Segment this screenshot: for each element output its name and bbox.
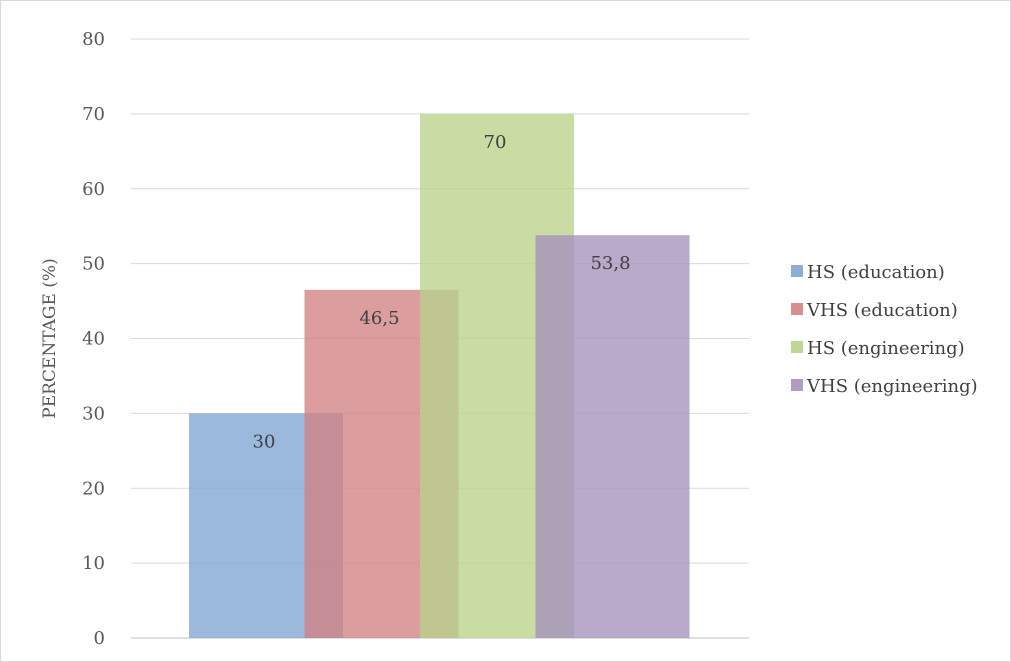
y-tick-label: 70 <box>82 104 105 125</box>
legend-label: HS (engineering) <box>807 338 965 359</box>
legend-label: VHS (engineering) <box>806 376 978 397</box>
legend-swatch <box>791 379 803 391</box>
bar <box>535 235 690 639</box>
y-tick-label: 80 <box>82 29 105 50</box>
y-tick-label: 10 <box>82 553 105 574</box>
y-tick-label: 60 <box>82 179 105 200</box>
legend-label: VHS (education) <box>806 300 958 321</box>
y-tick-label: 20 <box>82 478 105 499</box>
y-axis-title: PERCENTAGE (%) <box>40 258 60 418</box>
legend-label: HS (education) <box>807 262 945 283</box>
y-tick-label: 40 <box>82 329 105 350</box>
data-label: 53,8 <box>590 253 630 274</box>
y-tick-label: 0 <box>94 628 105 649</box>
y-tick-label: 50 <box>82 254 105 275</box>
legend-swatch <box>791 265 803 277</box>
data-label: 30 <box>253 431 276 452</box>
data-label: 46,5 <box>359 308 399 329</box>
data-label: 70 <box>484 132 507 153</box>
legend-swatch <box>791 303 803 315</box>
legend-swatch <box>791 341 803 353</box>
y-tick-label: 30 <box>82 403 105 424</box>
